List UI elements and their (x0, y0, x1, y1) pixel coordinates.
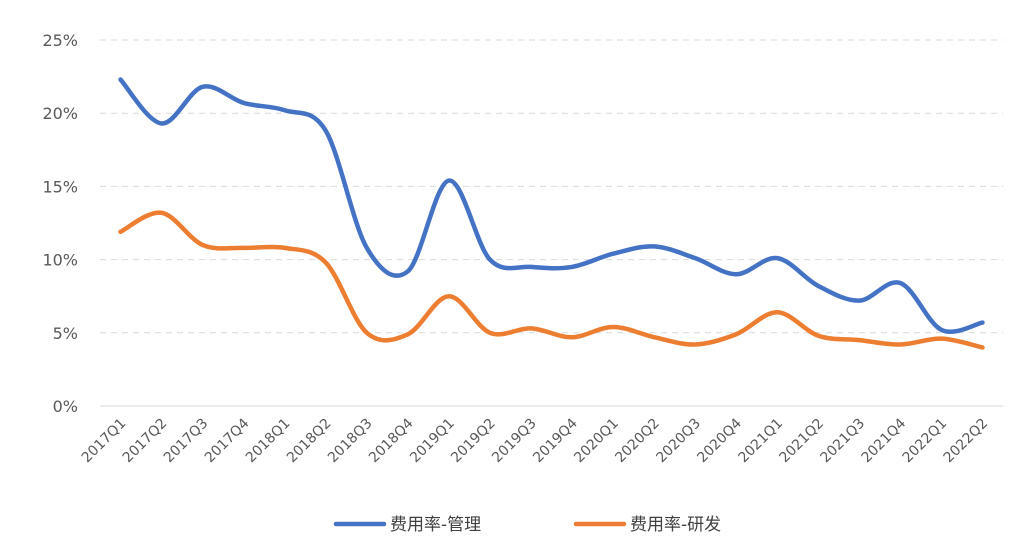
x-tick-label: 2019Q1 (407, 416, 458, 467)
legend-label-0: 费用率-管理 (390, 515, 481, 535)
y-tick-label: 10% (42, 251, 78, 270)
x-tick-label: 2021Q1 (735, 416, 786, 467)
x-tick-label: 2018Q3 (325, 416, 376, 467)
y-axis-ticks: 0% 5% 10% 15% 20% 25% (42, 31, 78, 416)
x-tick-label: 2017Q3 (161, 416, 212, 467)
series-line-1 (118, 210, 985, 350)
x-tick-label: 2018Q1 (243, 416, 294, 467)
x-tick-label: 2020Q3 (653, 416, 704, 467)
y-tick-label: 0% (53, 397, 78, 416)
x-tick-label: 2020Q1 (571, 416, 622, 467)
x-tick-label: 2018Q4 (366, 415, 417, 466)
x-tick-label: 2021Q4 (859, 415, 910, 466)
x-tick-label: 2018Q2 (284, 416, 335, 467)
x-tick-label: 2022Q2 (941, 416, 992, 467)
x-tick-label: 2022Q1 (900, 416, 951, 467)
x-tick-label: 2017Q4 (202, 415, 253, 466)
y-tick-label: 15% (42, 177, 78, 196)
x-tick-label: 2019Q3 (489, 416, 540, 467)
x-tick-label: 2020Q4 (694, 415, 745, 466)
x-tick-label: 2019Q4 (530, 415, 581, 466)
legend: 费用率-管理 费用率-研发 (333, 515, 721, 535)
y-tick-label: 20% (42, 104, 78, 123)
series-lines (118, 77, 985, 350)
x-tick-label: 2017Q1 (79, 416, 130, 467)
x-axis-ticks: 2017Q12017Q22017Q32017Q42018Q12018Q22018… (79, 415, 992, 466)
y-tick-label: 25% (42, 31, 78, 50)
x-tick-label: 2017Q2 (120, 416, 171, 467)
x-tick-label: 2020Q2 (612, 416, 663, 467)
x-tick-label: 2019Q2 (448, 416, 499, 467)
y-tick-label: 5% (53, 324, 78, 343)
gridlines (100, 39, 1003, 407)
legend-label-1: 费用率-研发 (630, 515, 721, 535)
x-tick-label: 2021Q2 (777, 416, 828, 467)
series-line-0 (118, 77, 985, 334)
x-tick-label: 2021Q3 (818, 416, 869, 467)
